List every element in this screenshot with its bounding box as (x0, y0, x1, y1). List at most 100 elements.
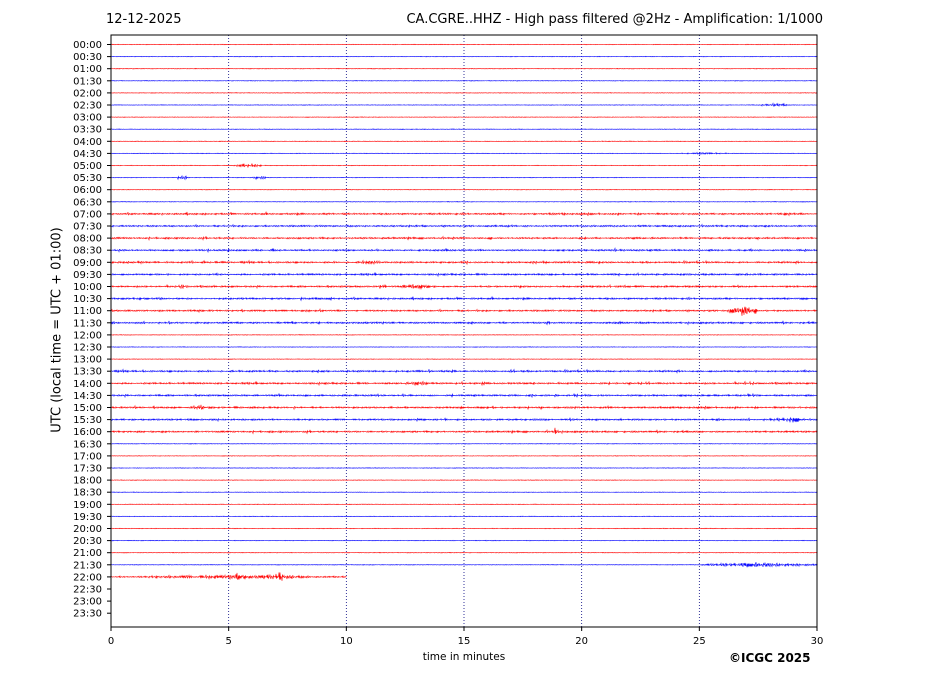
trace-1030 (110, 295, 818, 302)
y-tick-label: 09:30 (73, 270, 102, 281)
trace-0900 (110, 259, 818, 266)
y-tick-label: 09:00 (73, 258, 102, 269)
y-tick-label: 01:30 (73, 76, 102, 87)
y-tick-label: 03:00 (73, 113, 102, 124)
trace-0000 (110, 43, 818, 46)
y-tick-label: 07:30 (73, 222, 102, 233)
y-tick-label: 14:00 (73, 379, 102, 390)
y-tick-label: 08:00 (73, 234, 102, 245)
trace-1900 (111, 503, 818, 506)
trace-2130 (110, 562, 818, 568)
trace-0200 (110, 92, 818, 94)
y-tick-label: 05:00 (73, 161, 102, 172)
y-tick-label: 11:00 (73, 306, 102, 317)
y-tick-label: 23:30 (73, 609, 102, 620)
trace-0730 (110, 223, 818, 229)
x-tick-label: 5 (225, 636, 231, 647)
trace-0330 (110, 128, 818, 131)
trace-1700 (110, 455, 818, 457)
y-tick-label: 21:00 (73, 548, 102, 559)
y-tick-label: 20:00 (73, 524, 102, 535)
trace-1530 (110, 416, 818, 423)
trace-1100 (110, 306, 818, 316)
y-tick-label: 05:30 (73, 173, 102, 184)
x-tick-label: 0 (108, 636, 114, 647)
y-tick-label: 13:00 (73, 355, 102, 366)
trace-1500 (110, 404, 818, 411)
x-tick-label: 30 (811, 636, 824, 647)
trace-0800 (110, 235, 818, 241)
trace-2200 (110, 572, 347, 581)
y-tick-label: 06:30 (73, 197, 102, 208)
trace-0130 (110, 80, 818, 82)
y-tick-label: 22:30 (73, 585, 102, 596)
copyright: ©ICGC 2025 (729, 651, 811, 665)
trace-1930 (110, 515, 818, 518)
date-label: 12-12-2025 (106, 12, 182, 27)
y-tick-label: 22:00 (73, 572, 102, 583)
y-tick-label: 19:30 (73, 512, 102, 523)
trace-0400 (111, 140, 818, 143)
trace-1630 (110, 442, 818, 445)
trace-0830 (110, 247, 818, 254)
x-tick-label: 10 (340, 636, 353, 647)
trace-0100 (110, 67, 818, 70)
trace-1300 (110, 358, 818, 360)
y-tick-label: 02:00 (73, 88, 102, 99)
trace-1730 (110, 467, 818, 470)
trace-0930 (110, 272, 818, 278)
y-tick-label: 15:00 (73, 403, 102, 414)
y-tick-label: 02:30 (73, 101, 102, 112)
chart-title: CA.CGRE..HHZ - High pass filtered @2Hz -… (406, 12, 823, 27)
y-tick-label: 19:00 (73, 500, 102, 511)
trace-2030 (110, 539, 818, 542)
trace-0700 (110, 211, 818, 217)
trace-0230 (110, 102, 818, 107)
y-tick-label: 00:30 (73, 52, 102, 63)
x-tick-label: 15 (458, 636, 471, 647)
y-tick-label: 00:00 (73, 40, 102, 51)
y-tick-label: 04:00 (73, 137, 102, 148)
y-tick-label: 10:30 (73, 294, 102, 305)
y-tick-label: 15:30 (73, 415, 102, 426)
x-tick-label: 25 (693, 636, 706, 647)
y-tick-label: 06:00 (73, 185, 102, 196)
y-tick-label: 18:30 (73, 488, 102, 499)
trace-0500 (110, 163, 818, 168)
y-tick-label: 17:00 (73, 451, 102, 462)
y-tick-label: 13:30 (73, 367, 102, 378)
trace-1130 (110, 320, 818, 326)
y-tick-label: 20:30 (73, 536, 102, 547)
trace-1000 (110, 283, 818, 290)
y-tick-label: 04:30 (73, 149, 102, 160)
x-axis-label: time in minutes (422, 651, 506, 663)
trace-1430 (110, 392, 818, 399)
trace-1200 (110, 334, 818, 336)
trace-0530 (110, 175, 818, 181)
trace-1800 (110, 479, 818, 481)
y-tick-label: 07:00 (73, 209, 102, 220)
trace-1230 (110, 346, 818, 348)
trace-0600 (110, 188, 818, 191)
trace-1330 (110, 368, 818, 374)
y-tick-label: 11:30 (73, 318, 102, 329)
trace-2000 (110, 527, 818, 530)
trace-1600 (110, 427, 818, 435)
y-tick-label: 23:00 (73, 597, 102, 608)
y-tick-label: 12:30 (73, 343, 102, 354)
trace-0300 (110, 116, 818, 118)
y-tick-label: 16:30 (73, 439, 102, 450)
x-tick-label: 20 (575, 636, 588, 647)
y-tick-label: 14:30 (73, 391, 102, 402)
y-tick-label: 17:30 (73, 464, 102, 475)
trace-0030 (110, 55, 818, 58)
y-tick-label: 21:30 (73, 560, 102, 571)
trace-0430 (110, 151, 818, 156)
y-tick-label: 08:30 (73, 246, 102, 257)
y-tick-label: 12:00 (73, 330, 102, 341)
trace-1400 (110, 380, 818, 387)
trace-1830 (110, 491, 818, 493)
trace-0630 (110, 201, 818, 203)
y-tick-label: 10:00 (73, 282, 102, 293)
